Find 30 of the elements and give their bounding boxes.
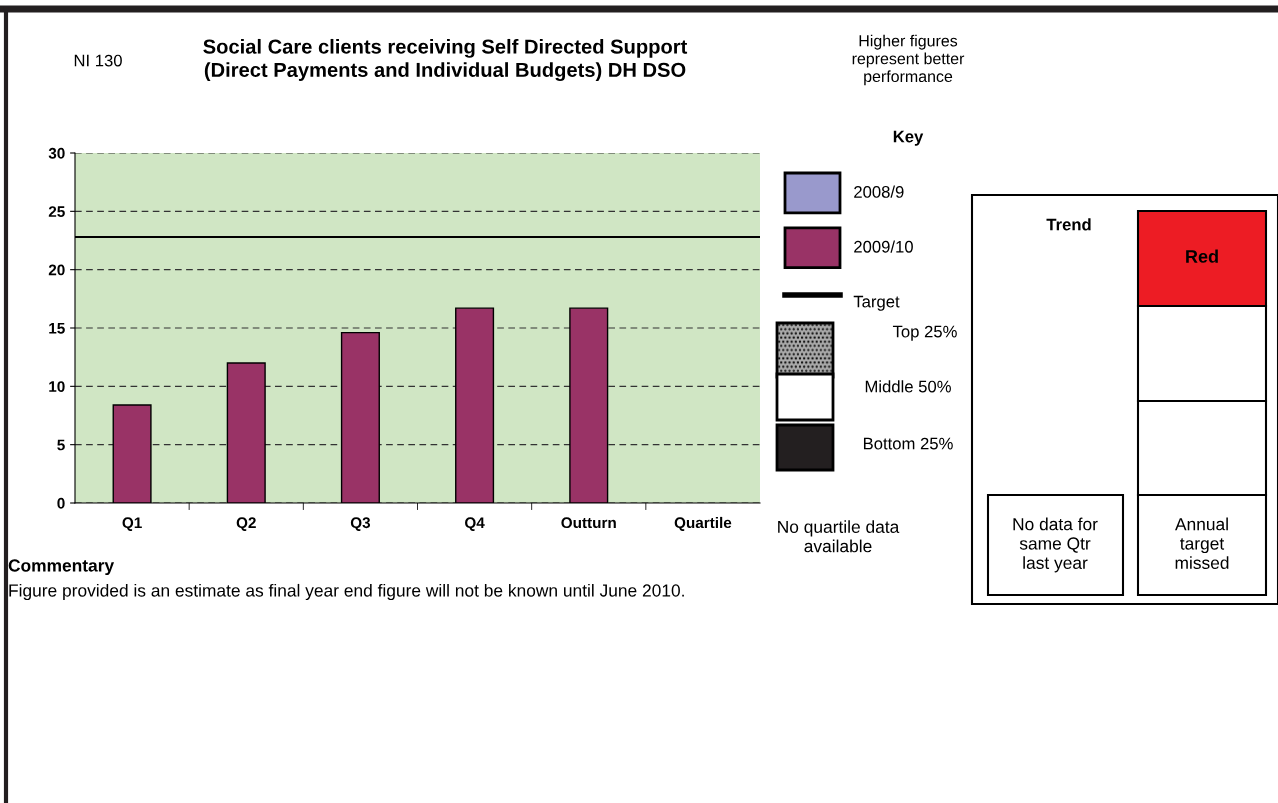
text: Higher figures represent better performance bbox=[852, 34, 965, 86]
x-tick-label: Q2 bbox=[236, 517, 256, 531]
y-tick-label: 10 bbox=[49, 381, 65, 393]
y-tick-label: 5 bbox=[57, 439, 65, 451]
text: Top 25% bbox=[892, 325, 957, 341]
text: Red bbox=[1186, 249, 1218, 263]
text: Annual target missed bbox=[1175, 517, 1229, 569]
y-tick-label: 0 bbox=[57, 497, 65, 509]
legend-label: 2009/10 bbox=[854, 240, 913, 253]
x-tick-label: Quartile bbox=[674, 516, 732, 531]
text: Trend bbox=[1046, 218, 1091, 231]
y-tick-label: 25 bbox=[48, 206, 65, 218]
text: No data for same Qtr last year bbox=[1013, 517, 1098, 573]
text: Key bbox=[893, 130, 924, 146]
x-tick-label: Q4 bbox=[465, 517, 485, 531]
text: NI 130 bbox=[74, 54, 122, 67]
x-tick-label: Q3 bbox=[350, 517, 371, 531]
text: Bottom 25% bbox=[863, 437, 953, 450]
text: Middle 50% bbox=[865, 380, 951, 393]
chart-title: Social Care clients receiving Self Directed Support (Direct Payments and Individual Budgets) DH DSO bbox=[203, 38, 688, 82]
y-tick-label: 30 bbox=[48, 147, 65, 159]
x-tick-label: Outturn bbox=[561, 517, 616, 529]
x-tick-label: Q1 bbox=[122, 517, 142, 531]
y-tick-label: 20 bbox=[48, 264, 65, 276]
legend-label: 2008/9 bbox=[854, 185, 904, 198]
y-tick-label: 15 bbox=[49, 323, 65, 334]
legend-label: Target bbox=[853, 295, 900, 311]
text: No quartile data available bbox=[778, 520, 900, 553]
text: Figure provided is an estimate as final year end figure will not be known until June 2010. bbox=[9, 583, 684, 601]
text: Commentary bbox=[8, 559, 115, 576]
